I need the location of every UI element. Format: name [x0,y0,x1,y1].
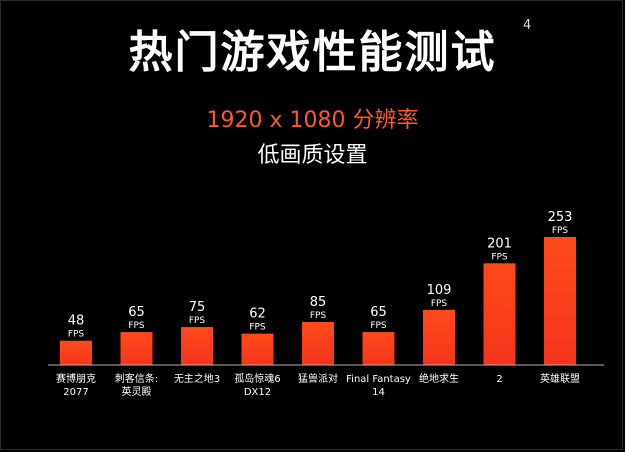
resolution-subtitle: 1920 x 1080 分辨率 [206,108,419,133]
category-label-1-line-0: 刺客信条: [115,372,158,385]
category-label-5-line-1: 14 [372,387,385,398]
chart-title: 热门游戏性能测试 [128,27,497,78]
bar-3 [241,333,274,365]
bar-6 [423,309,455,365]
category-label-4-line-0: 猛兽派对 [298,372,338,385]
bar-value-label-2: 75 [189,300,206,315]
category-label-3-line-0: 孤岛惊魂6 [234,372,280,385]
bar-unit-label-5: FPS [370,321,387,331]
bar-unit-label-8: FPS [552,226,569,236]
bar-unit-label-6: FPS [431,299,448,309]
bar-4 [302,321,334,365]
bar-value-label-3: 62 [249,307,266,322]
bar-value-label-6: 109 [427,283,452,298]
bar-value-label-0: 48 [68,314,85,329]
category-label-7-line-0: 2 [496,374,502,385]
bar-unit-label-7: FPS [491,252,508,262]
category-label-3-line-1: DX12 [244,387,271,398]
bar-value-label-5: 65 [370,305,387,320]
bar-unit-label-3: FPS [249,323,266,333]
bar-unit-label-4: FPS [310,311,327,321]
quality-subtitle: 低画质设置 [257,143,368,168]
bar-8 [544,237,576,365]
category-label-0-line-0: 赛博朋克 [56,372,96,385]
category-label-2-line-0: 无主之地3 [174,372,220,385]
footnote-marker: 4 [523,18,532,33]
category-label-0-line-1: 2077 [63,387,88,398]
bar-value-label-4: 85 [310,295,327,310]
category-label-5-line-0: Final Fantasy [346,374,411,385]
category-label-6-line-0: 绝地求生 [419,372,459,385]
bar-unit-label-1: FPS [128,321,145,331]
bars-group: 48FPS赛博朋克207765FPS刺客信条:英灵殿75FPS无主之地362FP… [56,210,580,398]
category-label-8-line-0: 英雄联盟 [540,372,580,385]
bar-5 [362,332,395,365]
bar-unit-label-0: FPS [68,330,85,340]
bar-0 [60,340,92,365]
bar-value-label-1: 65 [128,305,145,320]
bar-1 [120,332,153,365]
bar-unit-label-2: FPS [189,316,206,326]
bar-7 [483,263,516,365]
bar-2 [181,327,213,365]
bar-value-label-7: 201 [487,236,512,251]
bar-value-label-8: 253 [548,210,573,225]
category-label-1-line-1: 英灵殿 [122,385,152,398]
